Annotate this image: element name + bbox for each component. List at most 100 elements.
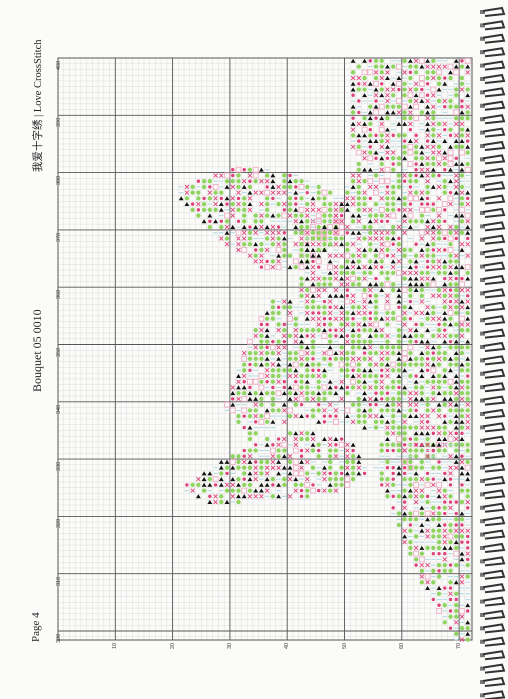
stitch-green-circle [385,276,390,281]
stitch-pink-cross [241,230,247,236]
stitch-green-circle [356,259,361,264]
stitch-pink-square [401,459,408,465]
stitch-pink-square [384,178,391,185]
stitch-pink-cross [431,264,436,270]
stitch-green-circle [362,385,367,390]
stitch-green-circle [236,459,241,465]
stitch-pink-square [292,258,299,265]
stitch-black-triangle [373,259,379,264]
stitch-blue-dash [368,426,373,429]
binding-ring [482,462,506,473]
stitch-green-circle [465,110,470,115]
stitch-pink-cross [413,58,419,64]
stitch-green-circle [270,408,276,413]
stitch-black-triangle [356,264,362,270]
stitch-green-circle [356,339,361,344]
stitch-green-circle [436,425,442,430]
stitch-pink-cross [373,264,379,270]
stitch-green-circle [379,259,384,264]
stitch-green-circle [362,419,367,425]
stitch-pink-dot [402,471,407,476]
stitch-black-triangle [407,282,413,287]
stitch-green-circle [436,362,442,367]
stitch-green-circle [431,528,436,533]
stitch-blue-dash [436,94,442,96]
stitch-green-circle [379,161,384,167]
binding-ring [482,435,506,446]
stitch-pink-cross [385,350,390,356]
stitch-blue-dash [276,415,281,417]
stitch-blue-dash [391,146,396,148]
stitch-green-circle [350,465,356,470]
stitch-black-triangle [327,259,333,264]
stitch-green-circle [419,156,425,161]
stitch-green-circle [419,333,425,339]
stitch-green-circle [391,379,396,384]
stitch-pink-cross [408,270,413,276]
stitch-pink-cross [408,207,413,213]
stitch-green-circle [287,350,293,356]
stitch-black-triangle [425,339,430,344]
stitch-pink-dot [254,420,258,424]
stitch-green-circle [373,419,379,425]
stitch-pink-dot [265,322,269,327]
stitch-black-triangle [350,81,356,86]
stitch-black-triangle [448,167,453,172]
stitch-green-circle [322,310,327,316]
binding-ring [482,127,506,138]
stitch-pink-cross [436,264,442,270]
stitch-pink-dot [431,477,435,481]
stitch-green-circle [305,396,310,402]
stitch-pink-cross [379,144,384,150]
stitch-green-circle [322,305,327,310]
stitch-green-circle [305,253,310,258]
stitch-blue-dash [419,129,425,131]
stitch-pink-dot [420,87,424,92]
stitch-blue-dash [362,467,367,469]
stitch-blue-dash [316,467,321,469]
stitch-pink-cross [379,327,384,333]
stitch-black-triangle [385,436,390,441]
stitch-black-triangle [201,219,207,224]
stitch-pink-cross [453,173,459,178]
stitch-black-triangle [425,219,430,224]
binding-hole [480,144,485,148]
stitch-blue-dash [316,352,321,354]
stitch-pink-square [373,109,379,116]
stitch-black-triangle [310,196,316,201]
stitch-pink-dot [414,339,418,344]
stitch-blue-dash [448,88,453,91]
stitch-green-circle [413,465,419,470]
stitch-black-triangle [333,350,339,356]
stitch-pink-cross [442,287,448,293]
stitch-pink-cross [264,471,270,476]
stitch-green-circle [391,482,396,488]
stitch-pink-square [436,206,442,213]
stitch-blue-dash [448,461,453,463]
stitch-green-circle [259,242,264,247]
stitch-blue-dash [322,461,327,463]
stitch-pink-cross [436,213,442,218]
stitch-blue-dash [459,312,465,314]
stitch-pink-dot [345,288,350,292]
stitch-green-circle [425,379,430,384]
stitch-black-triangle [459,247,465,252]
stitch-black-triangle [448,144,453,149]
stitch-green-circle [287,305,293,310]
stitch-pink-cross [236,247,241,253]
stitch-pink-square [338,218,345,225]
stitch-pink-square [453,109,460,116]
stitch-pink-dot [242,380,246,384]
stitch-pink-dot [374,99,378,103]
stitch-pink-cross [299,356,304,362]
stitch-black-triangle [453,385,459,390]
stitch-green-circle [442,562,447,568]
stitch-green-circle [368,373,373,379]
stitch-blue-dash [310,226,316,228]
stitch-black-triangle [407,333,413,338]
stitch-green-circle [368,242,373,247]
stitch-green-circle [345,190,350,195]
stitch-pink-cross [425,528,430,533]
stitch-green-circle [316,396,321,402]
stitch-pink-dot [299,448,304,453]
